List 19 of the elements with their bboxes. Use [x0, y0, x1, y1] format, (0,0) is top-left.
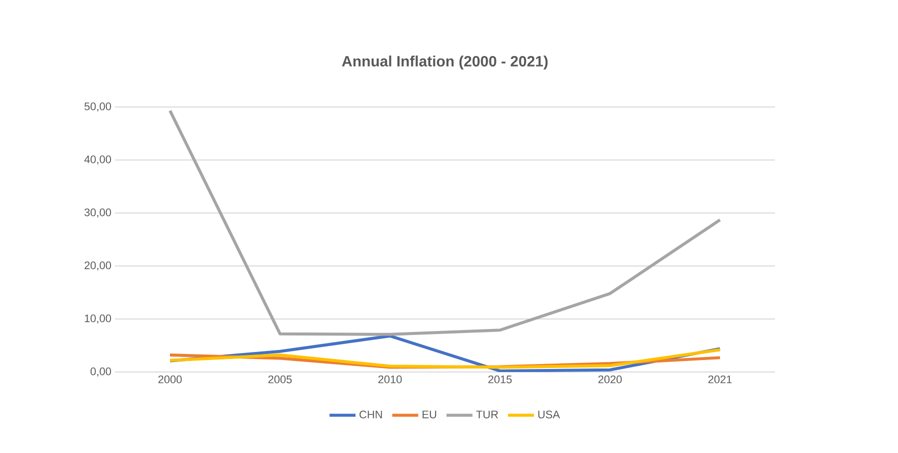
- y-tick-label: 30,00: [84, 208, 112, 218]
- x-tick-label: 2010: [378, 376, 402, 384]
- line-series: [168, 348, 722, 369]
- x-tick-label: 2020: [598, 376, 622, 384]
- chart-title: Annual Inflation (2000 - 2021): [342, 56, 548, 70]
- x-tick-label: 2021: [708, 376, 732, 384]
- line-series: [168, 109, 722, 336]
- legend-label: USA: [538, 410, 560, 418]
- y-tick-label: 40,00: [84, 155, 112, 165]
- y-tick-label: 20,00: [84, 261, 112, 271]
- x-tick-label: 2005: [268, 376, 292, 384]
- legend-label: TUR: [476, 410, 498, 418]
- legend-label: CHN: [360, 410, 382, 418]
- x-tick-label: 2015: [488, 376, 512, 384]
- x-tick-label: 2000: [158, 376, 182, 384]
- legend-label: EU: [422, 410, 436, 418]
- y-tick-label: 10,00: [84, 314, 112, 324]
- y-tick-label: 50,00: [84, 102, 112, 112]
- y-tick-label: 0,00: [90, 367, 112, 377]
